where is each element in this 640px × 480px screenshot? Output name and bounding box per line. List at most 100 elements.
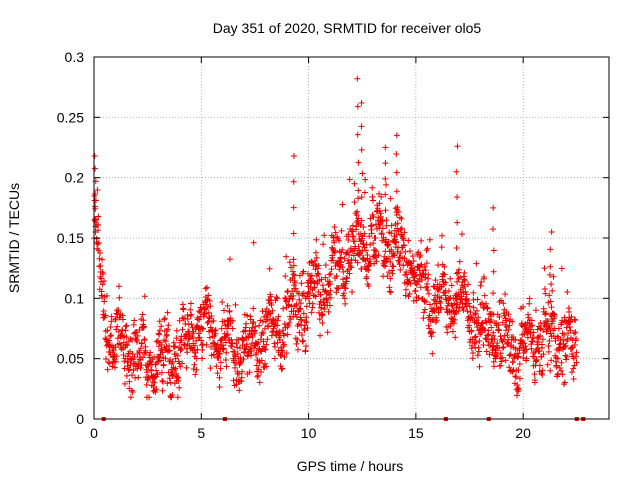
data-point xyxy=(297,306,304,313)
data-point xyxy=(536,348,543,355)
data-point xyxy=(548,228,555,235)
data-point xyxy=(187,306,194,313)
data-point xyxy=(453,301,460,308)
data-point xyxy=(376,190,383,197)
data-point xyxy=(177,363,184,370)
data-point xyxy=(299,338,306,345)
data-point xyxy=(284,288,291,295)
data-point xyxy=(290,262,297,269)
data-point xyxy=(92,203,99,210)
data-point xyxy=(190,335,197,342)
data-point xyxy=(303,314,310,321)
data-point xyxy=(467,309,474,316)
data-point xyxy=(358,99,365,106)
data-point xyxy=(136,349,143,356)
data-point xyxy=(450,320,457,327)
data-point xyxy=(388,222,395,229)
data-point xyxy=(258,357,265,364)
data-point xyxy=(340,290,347,297)
data-point xyxy=(169,358,176,365)
data-point xyxy=(571,341,578,348)
data-point xyxy=(217,365,224,372)
data-point xyxy=(387,275,394,282)
data-point xyxy=(280,332,287,339)
data-point xyxy=(453,168,460,175)
data-point xyxy=(258,348,265,355)
data-point xyxy=(365,283,372,290)
data-point xyxy=(236,370,243,377)
data-point xyxy=(218,325,225,332)
data-point xyxy=(183,331,190,338)
data-point xyxy=(497,333,504,340)
data-point xyxy=(239,368,246,375)
data-point xyxy=(349,222,356,229)
data-point xyxy=(464,308,471,315)
data-point xyxy=(158,323,165,330)
data-point xyxy=(471,334,478,341)
x-tick-label: 0 xyxy=(90,425,98,441)
data-point xyxy=(215,354,222,361)
data-point xyxy=(200,325,207,332)
data-point xyxy=(519,338,526,345)
data-point xyxy=(339,276,346,283)
data-point xyxy=(101,298,108,305)
data-point xyxy=(483,348,490,355)
data-point xyxy=(129,372,136,379)
data-point xyxy=(490,226,497,233)
data-point xyxy=(491,363,498,370)
data-point xyxy=(497,355,504,362)
data-point xyxy=(341,284,348,291)
data-point xyxy=(317,298,324,305)
data-point xyxy=(506,352,513,359)
data-point xyxy=(429,350,436,357)
data-point xyxy=(426,301,433,308)
data-point xyxy=(546,271,553,278)
data-point xyxy=(423,260,430,267)
data-point xyxy=(470,289,477,296)
data-point xyxy=(466,339,473,346)
data-point xyxy=(223,332,230,339)
data-point xyxy=(417,284,424,291)
data-point xyxy=(383,258,390,265)
data-point xyxy=(271,340,278,347)
data-point xyxy=(358,193,365,200)
data-point xyxy=(401,255,408,262)
data-point xyxy=(502,291,509,298)
data-point xyxy=(456,303,463,310)
data-point xyxy=(531,353,538,360)
data-point xyxy=(302,318,309,325)
data-point xyxy=(131,353,138,360)
data-point xyxy=(373,208,380,215)
data-point xyxy=(289,268,296,275)
data-point xyxy=(244,312,251,319)
data-point xyxy=(306,290,313,297)
data-point xyxy=(258,369,265,376)
data-point xyxy=(104,327,111,334)
data-point xyxy=(214,341,221,348)
data-point xyxy=(247,343,254,350)
data-point xyxy=(302,347,309,354)
data-point xyxy=(346,270,353,277)
data-point xyxy=(379,218,386,225)
data-point xyxy=(321,232,328,239)
data-point xyxy=(262,360,269,367)
data-point xyxy=(432,277,439,284)
data-point xyxy=(140,323,147,330)
data-point xyxy=(235,336,242,343)
data-point xyxy=(505,326,512,333)
data-point xyxy=(361,230,368,237)
data-point xyxy=(402,286,409,293)
data-point xyxy=(137,345,144,352)
data-point xyxy=(437,304,444,311)
data-point xyxy=(423,299,430,306)
data-point xyxy=(278,352,285,359)
data-point xyxy=(365,267,372,274)
data-point xyxy=(573,335,580,342)
data-point xyxy=(327,280,334,287)
data-point xyxy=(473,260,480,267)
data-point xyxy=(455,308,462,315)
data-point xyxy=(394,206,401,213)
data-point xyxy=(199,341,206,348)
data-point xyxy=(396,254,403,261)
data-point xyxy=(528,345,535,352)
